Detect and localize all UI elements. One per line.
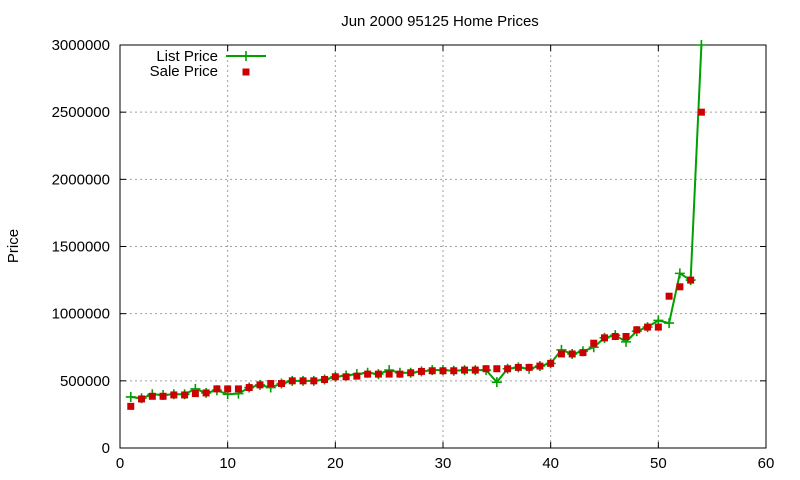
data-point-sale-price — [439, 367, 447, 375]
legend-marker-list-price — [241, 51, 251, 61]
data-point-sale-price — [278, 380, 285, 388]
data-point-list-price — [491, 377, 502, 388]
data-point-sale-price — [181, 391, 189, 399]
data-point-sale-price — [547, 359, 555, 367]
legend-sample-sale-price — [242, 68, 250, 76]
data-point-sale-price — [514, 363, 522, 371]
data-point-sale-price — [159, 392, 167, 400]
legend-label-list-price: List Price — [156, 48, 218, 65]
data-point-sale-price — [138, 395, 146, 403]
chart-title: Jun 2000 95125 Home Prices — [341, 13, 539, 30]
data-point-sale-price — [353, 372, 361, 380]
data-point-list-price — [674, 268, 685, 279]
x-tick-label: 60 — [758, 455, 775, 472]
data-point-sale-price — [417, 367, 425, 375]
series-list-price — [125, 40, 707, 404]
data-point-sale-price — [493, 365, 501, 373]
data-point-sale-price — [331, 373, 339, 381]
y-tick-label: 500000 — [60, 373, 110, 390]
data-point-sale-price — [644, 323, 652, 331]
x-tick-label: 0 — [116, 455, 124, 472]
data-point-sale-price — [504, 365, 512, 373]
data-point-sale-price — [654, 323, 662, 331]
y-tick-label: 0 — [102, 440, 110, 457]
series-line-list-price — [130, 44, 703, 400]
data-point-sale-price — [342, 373, 350, 381]
y-tick-label: 3000000 — [52, 37, 110, 54]
data-point-sale-price — [256, 381, 264, 389]
data-point-sale-price — [202, 389, 210, 397]
data-point-sale-price — [461, 366, 469, 374]
legend: List Price Sale Price — [150, 48, 266, 80]
data-point-sale-price — [601, 334, 608, 342]
data-point-sale-price — [611, 333, 619, 341]
data-point-sale-price — [579, 349, 587, 357]
data-point-list-price — [696, 40, 707, 50]
data-point-sale-price — [687, 276, 695, 284]
data-point-sale-price — [428, 367, 436, 375]
x-tick-label: 20 — [327, 455, 344, 472]
data-point-sale-price — [213, 385, 221, 393]
data-point-sale-price — [665, 292, 673, 300]
data-point-sale-price — [288, 377, 296, 385]
data-point-list-price — [125, 391, 136, 402]
data-point-sale-price — [536, 362, 544, 370]
legend-marker-sale-price — [242, 68, 250, 76]
series-sale-price — [127, 108, 705, 410]
data-point-sale-price — [697, 108, 705, 116]
data-point-sale-price — [148, 392, 156, 400]
legend-sample-list-price — [226, 51, 266, 61]
x-tick-label: 30 — [435, 455, 452, 472]
data-point-sale-price — [622, 333, 630, 341]
data-point-sale-price — [267, 380, 275, 388]
data-point-sale-price — [321, 375, 329, 383]
data-point-sale-price — [450, 367, 458, 375]
y-tick-label: 1000000 — [52, 306, 110, 323]
legend-label-sale-price: Sale Price — [150, 63, 218, 80]
data-point-sale-price — [590, 339, 598, 347]
data-point-sale-price — [374, 370, 382, 378]
x-tick-label: 10 — [219, 455, 236, 472]
data-point-sale-price — [310, 377, 318, 385]
x-tick-label: 40 — [542, 455, 559, 472]
data-point-list-price — [664, 318, 675, 329]
data-point-sale-price — [471, 366, 479, 374]
data-point-sale-price — [170, 391, 178, 399]
data-point-sale-price — [482, 365, 490, 373]
y-tick-label: 1500000 — [52, 239, 110, 256]
data-point-sale-price — [568, 350, 576, 358]
data-point-sale-price — [633, 326, 641, 334]
data-point-sale-price — [224, 385, 232, 393]
y-tick-label: 2000000 — [52, 171, 110, 188]
axis-ticks: 0 10 20 30 40 50 60 0 500000 1000000 1500000 200000… — [52, 37, 775, 472]
data-point-sale-price — [127, 402, 135, 410]
data-point-sale-price — [245, 384, 253, 392]
data-point-sale-price — [676, 283, 684, 291]
data-point-sale-price — [557, 350, 565, 358]
data-series — [125, 40, 707, 410]
data-point-sale-price — [407, 369, 415, 377]
x-tick-label: 50 — [650, 455, 667, 472]
data-point-sale-price — [525, 363, 533, 371]
data-point-sale-price — [191, 390, 199, 398]
y-tick-label: 2500000 — [52, 104, 110, 121]
data-point-sale-price — [364, 370, 372, 378]
data-point-sale-price — [299, 377, 307, 385]
y-axis-label: Price — [5, 229, 22, 263]
data-point-sale-price — [396, 370, 404, 378]
data-point-sale-price — [385, 370, 393, 378]
data-point-sale-price — [234, 385, 242, 393]
